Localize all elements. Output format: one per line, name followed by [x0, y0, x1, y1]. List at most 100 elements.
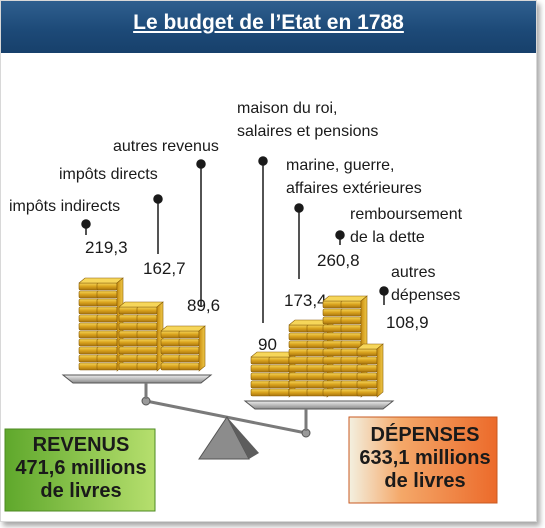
gold-ingot	[96, 346, 118, 355]
depenses-total-box: DÉPENSES 633,1 millions de livres	[348, 416, 498, 504]
gold-ingot	[288, 324, 310, 333]
depenses-title: DÉPENSES	[371, 423, 480, 446]
gold-ingot	[136, 346, 158, 355]
gold-ingot	[96, 322, 118, 331]
revenus-unit: de livres	[40, 480, 121, 502]
gold-ingot	[340, 308, 362, 317]
gold-ingot	[160, 346, 182, 355]
gold-ingot	[118, 330, 140, 339]
stack-autres-revenus	[160, 325, 206, 372]
stack-top	[78, 277, 124, 284]
stack-impots-directs	[118, 301, 164, 372]
gold-ingot	[136, 322, 158, 331]
gold-ingot	[268, 388, 290, 397]
gold-ingot	[322, 300, 344, 309]
gold-ingot	[96, 354, 118, 363]
gold-ingot	[178, 338, 200, 347]
gold-ingot	[136, 306, 158, 315]
gold-ingot	[322, 340, 344, 349]
balance-scale	[61, 374, 395, 460]
gold-ingot	[96, 314, 118, 323]
gold-ingot	[136, 354, 158, 363]
gold-ingot	[322, 388, 344, 397]
gold-ingot	[136, 314, 158, 323]
gold-ingot	[322, 356, 344, 365]
label-autres-depenses-line1: autres	[391, 264, 435, 281]
value-autres-revenus: 89,6	[187, 296, 220, 315]
gold-ingot	[96, 290, 118, 299]
label-autres-depenses-line2: dépenses	[391, 287, 460, 304]
value-impots-indirects: 219,3	[85, 238, 128, 257]
left-tray	[61, 374, 213, 384]
gold-ingot	[322, 380, 344, 389]
gold-ingot	[118, 306, 140, 315]
revenus-title: REVENUS	[33, 434, 130, 456]
gold-ingot	[288, 340, 310, 349]
gold-ingot	[288, 348, 310, 357]
gold-ingot	[118, 354, 140, 363]
label-dette-line2: de la dette	[350, 229, 425, 246]
right-tray	[243, 400, 395, 410]
gold-ingot	[288, 332, 310, 341]
depenses-unit: de livres	[384, 470, 465, 492]
gold-ingot	[118, 338, 140, 347]
gold-ingot	[356, 348, 378, 357]
gold-ingot	[322, 308, 344, 317]
gold-ingot	[96, 338, 118, 347]
gold-ingot	[178, 330, 200, 339]
stack-top	[322, 295, 368, 302]
gold-ingot	[78, 346, 100, 355]
value-impots-directs: 162,7	[143, 259, 186, 278]
gold-ingot	[356, 388, 378, 397]
value-maison-du-roi: 90	[258, 335, 277, 354]
budget-balance-illustration: autres revenus impôts directs impôts ind…	[4, 100, 498, 512]
gold-ingot	[136, 338, 158, 347]
gold-ingot	[268, 364, 290, 373]
depenses-amount: 633,1 millions	[359, 447, 490, 469]
gold-ingot	[160, 338, 182, 347]
gold-ingot	[322, 372, 344, 381]
gold-ingot	[268, 380, 290, 389]
gold-ingot	[118, 314, 140, 323]
stack-side	[376, 343, 384, 398]
stack-top	[118, 301, 164, 308]
label-maison-du-roi-line1: maison du roi,	[237, 100, 338, 117]
gold-ingot	[118, 346, 140, 355]
stack-impots-indirects	[78, 277, 124, 372]
gold-ingot	[78, 290, 100, 299]
title-bar: Le budget de l’Etat en 1788	[1, 1, 536, 53]
gold-ingot	[288, 356, 310, 365]
gold-ingot	[250, 356, 272, 365]
stack-top	[250, 351, 296, 358]
page-title: Le budget de l’Etat en 1788	[133, 11, 404, 34]
gold-ingot	[288, 364, 310, 373]
gold-ingot	[178, 354, 200, 363]
stack-top	[160, 325, 206, 332]
gold-ingot	[322, 348, 344, 357]
gold-ingot	[288, 388, 310, 397]
gold-ingot	[340, 300, 362, 309]
gold-ingot	[288, 372, 310, 381]
gold-ingot	[96, 330, 118, 339]
gold-ingot	[250, 388, 272, 397]
gold-ingot	[136, 362, 158, 371]
label-marine-line2: affaires extérieures	[286, 180, 422, 197]
gold-ingot	[78, 306, 100, 315]
gold-ingot	[136, 330, 158, 339]
gold-ingot	[322, 316, 344, 325]
gold-ingot	[118, 362, 140, 371]
gold-ingot	[250, 380, 272, 389]
gold-ingot	[340, 332, 362, 341]
gold-ingot	[340, 324, 362, 333]
gold-ingot	[118, 322, 140, 331]
revenus-total-box: REVENUS 471,6 millions de livres	[4, 428, 156, 512]
value-autres-depenses: 108,9	[386, 313, 429, 332]
leader-lines-depenses	[258, 156, 389, 323]
gold-ingot	[78, 330, 100, 339]
gold-ingot	[78, 354, 100, 363]
gold-ingot	[268, 372, 290, 381]
gold-ingot	[356, 372, 378, 381]
gold-ingot	[250, 372, 272, 381]
revenus-amount: 471,6 millions	[15, 457, 146, 479]
gold-ingot	[250, 364, 272, 373]
